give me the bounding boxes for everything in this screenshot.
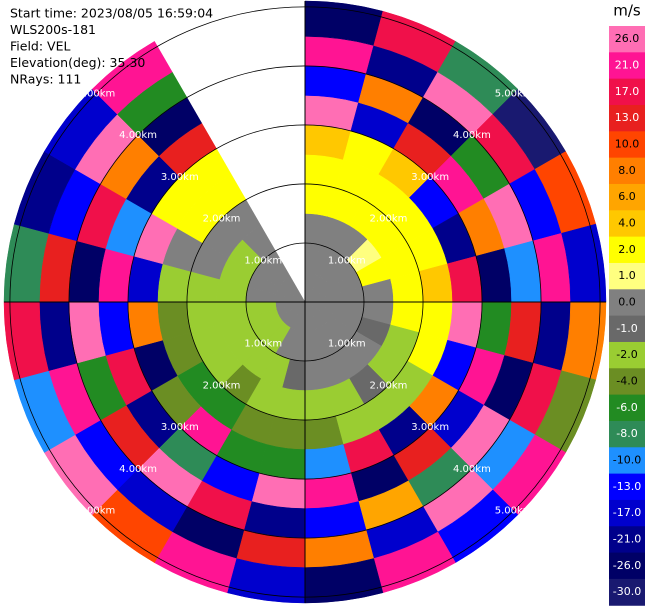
- ppi-field: [3, 0, 607, 604]
- range-ring-label: 1.00km: [328, 339, 366, 350]
- range-ring-label: 2.00km: [203, 214, 241, 225]
- info-line: Elevation(deg): 35.30: [10, 55, 145, 70]
- range-ring-label: 3.00km: [161, 172, 199, 183]
- range-ring-label: 4.00km: [119, 130, 157, 141]
- range-ring: [245, 242, 365, 362]
- colorbar-segment: [609, 104, 645, 132]
- colorbar-segment: [609, 368, 645, 396]
- colorbar: m/s 26.0 21.0 17.0 13.0 10.0 8.0 6.0 4.0 2.0 1.0 0.…: [609, 2, 645, 606]
- range-ring-label: 5.00km: [495, 88, 533, 99]
- range-ring-label: 4.00km: [453, 464, 491, 475]
- colorbar-segment: [609, 420, 645, 448]
- colorbar-segment: [609, 262, 645, 290]
- range-ring-label: 2.00km: [370, 214, 408, 225]
- colorbar-label: 4.0: [618, 216, 636, 229]
- field-cell: [447, 255, 483, 303]
- range-ring: [127, 124, 483, 480]
- colorbar-label: -6.0: [616, 401, 637, 414]
- info-line: Field: VEL: [10, 39, 70, 54]
- range-ring-label: 3.00km: [161, 422, 199, 433]
- colorbar-segment: [609, 236, 645, 264]
- colorbar-segment: [609, 526, 645, 554]
- field-cell: [127, 255, 163, 303]
- range-ring-label: 2.00km: [203, 380, 241, 391]
- colorbar-label: -2.0: [616, 348, 637, 361]
- colorbar-label: 0.0: [618, 295, 636, 308]
- info-line: Start time: 2023/08/05 16:59:04: [10, 6, 213, 21]
- colorbar-label: 6.0: [618, 190, 636, 203]
- field-cell: [304, 124, 352, 160]
- colorbar-segment: [609, 499, 645, 527]
- colorbar-label: -30.0: [613, 585, 641, 598]
- range-ring: [9, 6, 601, 598]
- info-block: Start time: 2023/08/05 16:59:04WLS200s-1…: [10, 6, 213, 87]
- field-cell: [91, 40, 173, 115]
- range-ring-label: 3.00km: [411, 172, 449, 183]
- field-cell: [127, 301, 163, 349]
- info-line: WLS200s-181: [10, 22, 96, 37]
- colorbar-label: -26.0: [613, 559, 641, 572]
- colorbar-label: -17.0: [613, 506, 641, 519]
- colorbar-segment: [609, 473, 645, 501]
- range-ring-label: 1.00km: [244, 255, 282, 266]
- range-ring-label: 4.00km: [119, 464, 157, 475]
- field-cell: [304, 444, 352, 480]
- colorbar-label: 1.0: [618, 269, 636, 282]
- range-ring: [186, 183, 424, 421]
- colorbar-label: -4.0: [616, 374, 637, 387]
- colorbar-segment: [609, 289, 645, 317]
- range-ring-label: 1.00km: [244, 339, 282, 350]
- colorbar-segment: [609, 78, 645, 106]
- colorbar-segment: [609, 26, 645, 53]
- range-ring-label: 3.00km: [411, 422, 449, 433]
- range-grid: 1.00km 1.00km 1.00km 1.00km 2.00km 2.00km 2.00…: [4, 1, 606, 603]
- colorbar-segment: [609, 210, 645, 238]
- colorbar-label: -21.0: [613, 532, 641, 545]
- colorbar-title: m/s: [613, 2, 641, 20]
- colorbar-segment: [609, 447, 645, 475]
- colorbar-segment: [609, 341, 645, 369]
- range-ring-label: 5.00km: [495, 506, 533, 517]
- colorbar-label: -13.0: [613, 480, 641, 493]
- colorbar-label: 26.0: [615, 32, 640, 45]
- colorbar-segment: [609, 578, 645, 606]
- range-ring-label: 1.00km: [328, 255, 366, 266]
- colorbar-label: 13.0: [615, 111, 640, 124]
- colorbar-segment: [609, 131, 645, 159]
- colorbar-label: 21.0: [615, 58, 640, 71]
- colorbar-label: 2.0: [618, 243, 636, 256]
- colorbar-label: 10.0: [615, 137, 640, 150]
- colorbar-label: -8.0: [616, 427, 637, 440]
- range-ring-label: 5.00km: [77, 88, 115, 99]
- colorbar-segment: [609, 315, 645, 343]
- colorbar-segment: [609, 157, 645, 185]
- colorbar-label: 8.0: [618, 164, 636, 177]
- field-cell: [447, 301, 483, 349]
- info-line: NRays: 111: [10, 72, 81, 87]
- field-cell: [258, 444, 306, 480]
- range-ring-label: 5.00km: [77, 506, 115, 517]
- colorbar-segment: [609, 394, 645, 422]
- range-ring-label: 4.00km: [453, 130, 491, 141]
- colorbar-label: -1.0: [616, 322, 637, 335]
- range-ring: [68, 65, 542, 539]
- colorbar-label: -10.0: [613, 453, 641, 466]
- range-ring-label: 2.00km: [370, 380, 408, 391]
- colorbar-segment: [609, 552, 645, 580]
- colorbar-segment: [609, 183, 645, 211]
- colorbar-label: 17.0: [615, 85, 640, 98]
- colorbar-segment: [609, 52, 645, 80]
